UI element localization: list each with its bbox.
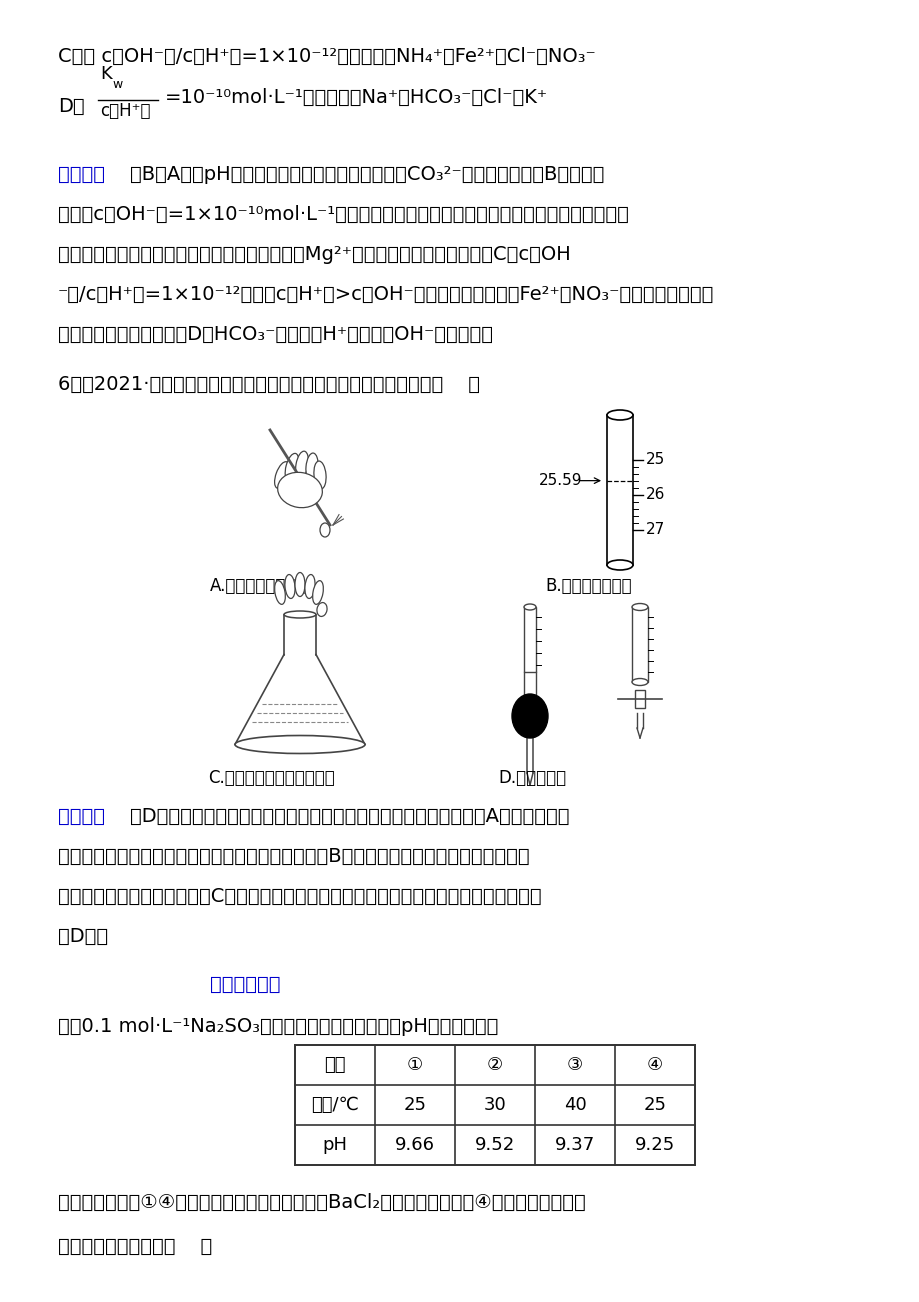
Text: 【解析】: 【解析】 — [58, 807, 105, 825]
Text: D．: D． — [58, 98, 85, 116]
Text: 测液润洗，操作方法合理，故C不选；酸式滴定管下端为玻璃旋塞，该滴定管为碱式滴定管，: 测液润洗，操作方法合理，故C不选；酸式滴定管下端为玻璃旋塞，该滴定管为碱式滴定管… — [58, 887, 541, 906]
Text: ④: ④ — [646, 1056, 663, 1074]
Text: 定管读数，视线要与凹液面相平，图示操作合理，故B不选；滴定过程中，锥形瓶无须用待: 定管读数，视线要与凹液面相平，图示操作合理，故B不选；滴定过程中，锥形瓶无须用待 — [58, 848, 529, 866]
FancyBboxPatch shape — [631, 607, 647, 682]
Text: pH: pH — [323, 1137, 347, 1154]
Text: 时刻: 时刻 — [323, 1056, 346, 1074]
Text: 27: 27 — [645, 522, 664, 536]
Text: 9.25: 9.25 — [634, 1137, 675, 1154]
Text: 温度/℃: 温度/℃ — [311, 1096, 358, 1115]
Text: w: w — [112, 78, 122, 91]
Ellipse shape — [275, 581, 285, 604]
Ellipse shape — [278, 473, 322, 508]
Text: ⁻）/c（H⁺）=1×10⁻¹²，说明c（H⁺）>c（OH⁻），溶液显酸性，则Fe²⁺与NO₃⁻在酸性条件下发生: ⁻）/c（H⁺）=1×10⁻¹²，说明c（H⁺）>c（OH⁻），溶液显酸性，则F… — [58, 285, 713, 303]
Text: 性条件下所列离子组能够大量共存，碱性条件下Mg²⁺不能大量共存，符合题意；C项c（OH: 性条件下所列离子组能够大量共存，碱性条件下Mg²⁺不能大量共存，符合题意；C项c… — [58, 245, 570, 264]
Text: C.锥形瓶无须用待测液润洗: C.锥形瓶无须用待测液润洗 — [208, 769, 335, 786]
Text: 选D。挤压碱式滴定管的胶头滴管，可排出气泡，图中操作合理，故A不选；读取滴: 选D。挤压碱式滴定管的胶头滴管，可排出气泡，图中操作合理，故A不选；读取滴 — [130, 807, 569, 825]
Ellipse shape — [234, 736, 365, 754]
Text: 25.59: 25.59 — [539, 473, 582, 488]
Text: B.读取滴定管读数: B.读取滴定管读数 — [544, 577, 631, 595]
Text: 6．（2021·北京东城区高二检测）下列操作或仪器名称不正确的是（    ）: 6．（2021·北京东城区高二检测）下列操作或仪器名称不正确的是（ ） — [58, 375, 480, 395]
FancyBboxPatch shape — [295, 1046, 694, 1165]
Text: 氧化还原反应不能共存；D项HCO₃⁻既不能与H⁺也不能与OH⁻大量共存。: 氧化还原反应不能共存；D项HCO₃⁻既不能与H⁺也不能与OH⁻大量共存。 — [58, 326, 493, 344]
Ellipse shape — [316, 603, 327, 616]
Ellipse shape — [607, 560, 632, 570]
Text: 实验过程中，取①④时刻的溶液，加入盐酸酸化的BaCl₂溶液做对比实验，④产生白色沉淀多。: 实验过程中，取①④时刻的溶液，加入盐酸酸化的BaCl₂溶液做对比实验，④产生白色… — [58, 1193, 585, 1212]
Ellipse shape — [295, 573, 305, 596]
Ellipse shape — [274, 462, 289, 488]
Ellipse shape — [313, 461, 325, 490]
Text: 30: 30 — [483, 1096, 505, 1115]
Text: ②: ② — [486, 1056, 503, 1074]
Text: 产生的c（OH⁻）=1×10⁻¹⁰mol·L⁻¹，说明水的电离受到抑制，可能显酸性也可能显碱性，酸: 产生的c（OH⁻）=1×10⁻¹⁰mol·L⁻¹，说明水的电离受到抑制，可能显酸… — [58, 204, 629, 224]
Ellipse shape — [312, 581, 323, 604]
FancyBboxPatch shape — [524, 607, 536, 672]
Ellipse shape — [607, 410, 632, 421]
Text: ①: ① — [406, 1056, 423, 1074]
Text: A.排出滴定管内气泡: A.排出滴定管内气泡 — [210, 577, 306, 595]
Text: 【补偿训练】: 【补偿训练】 — [210, 975, 280, 993]
Text: 测定0.1 mol·L⁻¹Na₂SO₃溶液先升温再降温过程中的pH，数据如下。: 测定0.1 mol·L⁻¹Na₂SO₃溶液先升温再降温过程中的pH，数据如下。 — [58, 1017, 498, 1036]
Text: 9.37: 9.37 — [554, 1137, 595, 1154]
FancyBboxPatch shape — [634, 690, 644, 708]
Text: 【解析】: 【解析】 — [58, 165, 105, 184]
Ellipse shape — [295, 452, 308, 479]
Text: 选B。A项使pH试纸变红溶液显酸性，酸性溶液中CO₃²⁻不能大量共存；B项水电离: 选B。A项使pH试纸变红溶液显酸性，酸性溶液中CO₃²⁻不能大量共存；B项水电离 — [130, 165, 604, 184]
Text: 9.66: 9.66 — [394, 1137, 435, 1154]
Text: 25: 25 — [642, 1096, 665, 1115]
Text: c（H⁺）: c（H⁺） — [100, 102, 151, 120]
Text: 26: 26 — [645, 487, 664, 503]
Text: ③: ③ — [566, 1056, 583, 1074]
Text: 25: 25 — [645, 452, 664, 467]
Text: 40: 40 — [563, 1096, 585, 1115]
Ellipse shape — [320, 523, 330, 536]
Ellipse shape — [284, 611, 315, 618]
Ellipse shape — [285, 574, 295, 599]
Ellipse shape — [285, 453, 299, 480]
Text: C．在 c（OH⁻）/c（H⁺）=1×10⁻¹²的溶液中：NH₄⁺、Fe²⁺、Cl⁻、NO₃⁻: C．在 c（OH⁻）/c（H⁺）=1×10⁻¹²的溶液中：NH₄⁺、Fe²⁺、C… — [58, 47, 596, 66]
Text: 25: 25 — [403, 1096, 426, 1115]
Ellipse shape — [631, 604, 647, 611]
Ellipse shape — [512, 694, 548, 738]
Text: =10⁻¹⁰mol·L⁻¹的溶液中：Na⁺、HCO₃⁻、Cl⁻、K⁺: =10⁻¹⁰mol·L⁻¹的溶液中：Na⁺、HCO₃⁻、Cl⁻、K⁺ — [165, 87, 548, 107]
Ellipse shape — [524, 604, 536, 611]
FancyBboxPatch shape — [607, 415, 632, 565]
Text: 下列说法不正确的是（    ）: 下列说法不正确的是（ ） — [58, 1237, 212, 1256]
Text: K: K — [100, 65, 111, 83]
Text: D.酸式滴定管: D.酸式滴定管 — [497, 769, 565, 786]
Text: 9.52: 9.52 — [474, 1137, 515, 1154]
Ellipse shape — [631, 678, 647, 685]
Ellipse shape — [305, 453, 318, 480]
Text: 故D选。: 故D选。 — [58, 927, 108, 947]
Ellipse shape — [304, 574, 314, 599]
